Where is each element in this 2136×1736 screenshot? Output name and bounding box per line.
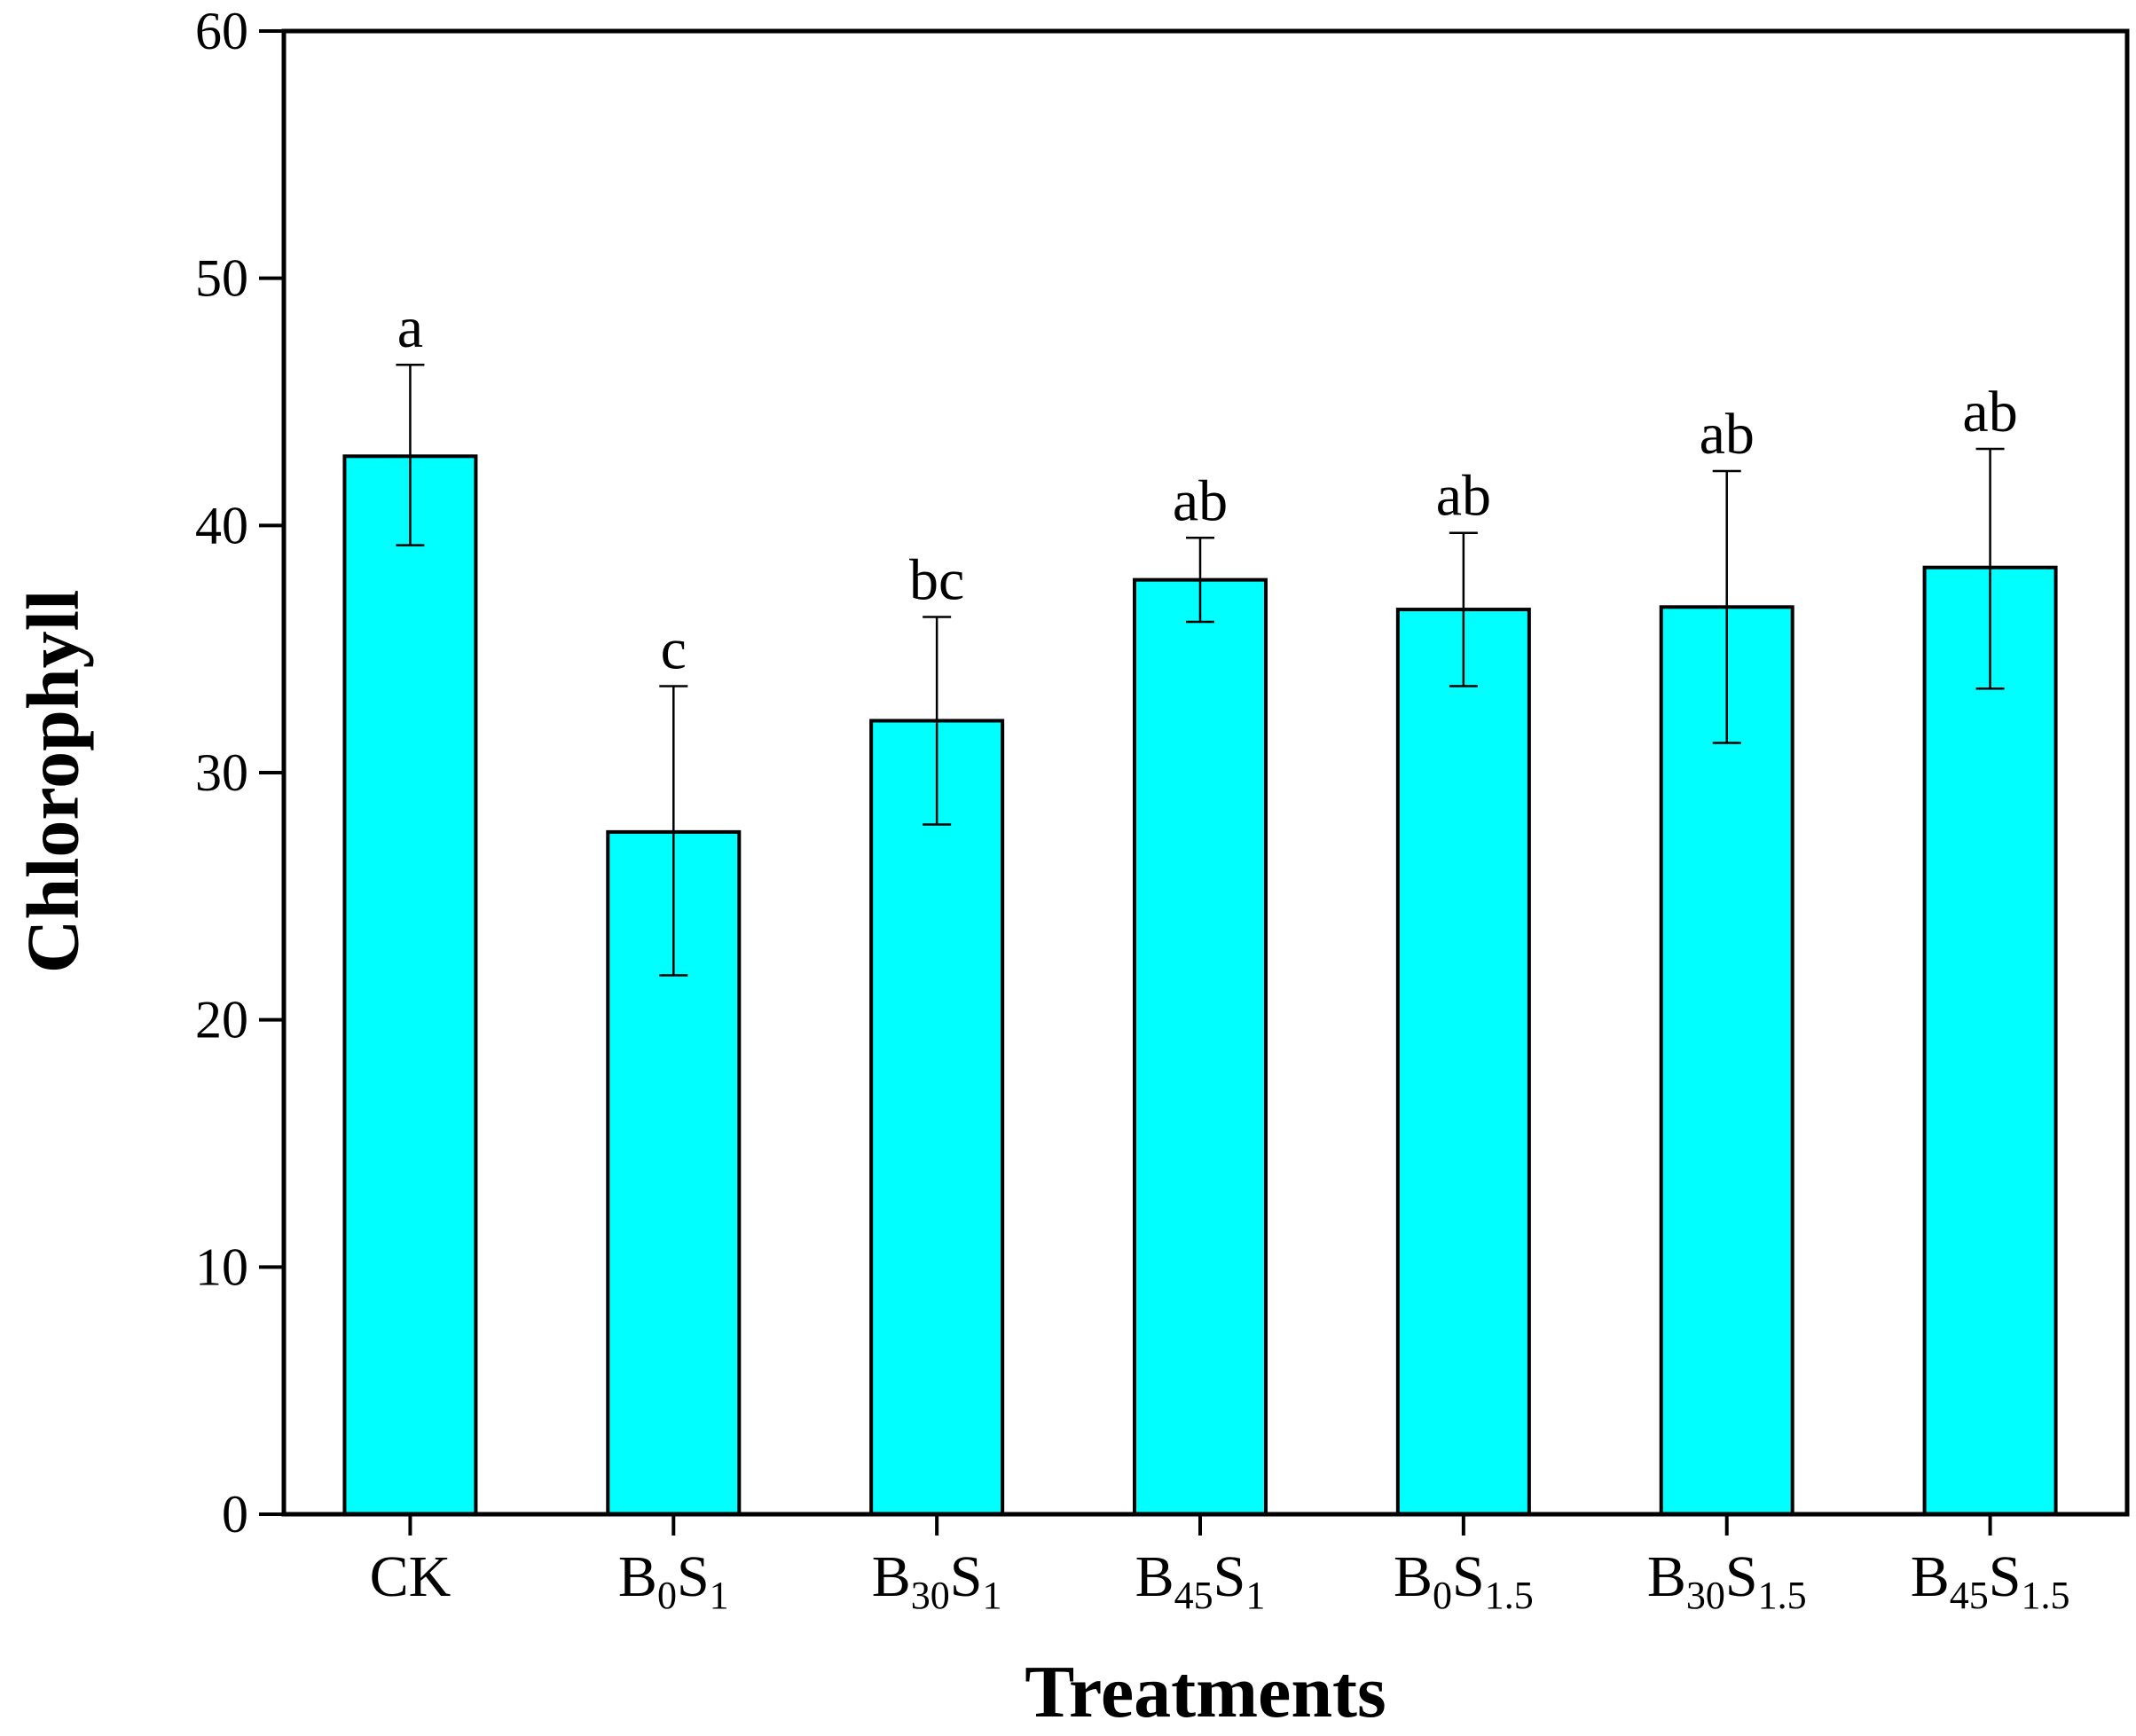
x-axis-title: Treatments [1025,1651,1386,1733]
error-bars-group [396,363,2005,977]
label-subscript: 1.5 [2021,1574,2069,1617]
label-subscript: 1.5 [1758,1574,1807,1617]
x-tick-label: B45S1.5 [1911,1544,2070,1617]
label-text: B [1135,1544,1174,1609]
bar-b30s1-5 [1659,605,1794,1516]
y-tick-label: 0 [222,1485,248,1544]
label-text: B [1394,1544,1433,1609]
x-tick-label: CK [370,1544,452,1609]
label-subscript: 1.5 [1485,1574,1534,1617]
x-tick-label: B0S1.5 [1394,1544,1534,1617]
bar-ck [342,454,478,1516]
x-tick-label: B30S1.5 [1647,1544,1807,1617]
bar-b0s1-5 [1395,608,1531,1516]
label-subscript: 1 [983,1574,1002,1617]
significance-letter: ab [1700,402,1755,467]
label-text: S [677,1544,710,1609]
bar-b45s1-5 [1922,565,2058,1516]
label-subscript: 45 [1950,1574,1989,1617]
label-text: B [1911,1544,1950,1609]
x-axis: CK B0S1 B30S1 B45S1 B0S1.5 B30S1.5 B45S1.5 [370,1514,2070,1617]
label-subscript: 0 [657,1574,677,1617]
bars-group [342,454,2058,1516]
label-subscript: 30 [1686,1574,1725,1617]
x-tick-label: B30S1 [872,1544,1002,1617]
y-axis: 0 10 20 30 40 50 60 [195,2,284,1544]
label-subscript: 30 [911,1574,950,1617]
label-text: S [950,1544,983,1609]
y-tick-label: 30 [195,743,248,802]
bar-b45s1 [1133,577,1268,1516]
label-subscript: 1 [1245,1574,1265,1617]
x-tick-label: B45S1 [1135,1544,1266,1617]
label-text: S [1452,1544,1485,1609]
label-text: S [1989,1544,2022,1609]
y-tick-label: 10 [195,1237,248,1296]
y-axis-title: Chlorophyll [12,590,94,974]
significance-letter: ab [1173,468,1228,533]
significance-letter: ab [1436,464,1491,529]
y-tick-label: 20 [195,991,248,1049]
label-subscript: 0 [1433,1574,1452,1617]
x-tick-label: B0S1 [618,1544,729,1617]
y-tick-label: 50 [195,249,248,308]
significance-letter: a [397,295,423,360]
bar-b30s1 [869,719,1005,1516]
label-subscript: 1 [710,1574,729,1617]
significance-letter: bc [909,547,964,612]
label-text: B [618,1544,657,1609]
label-subscript: 45 [1174,1574,1213,1617]
y-tick-label: 40 [195,496,248,554]
label-text: B [872,1544,911,1609]
significance-letter: c [661,617,687,681]
significance-letter: ab [1962,380,2017,444]
label-text: B [1647,1544,1686,1609]
significance-letters-group: a c bc ab ab ab ab [397,295,2018,681]
label-text: CK [370,1544,452,1609]
label-text: S [1213,1544,1246,1609]
label-text: S [1725,1544,1758,1609]
y-tick-label: 60 [195,2,248,60]
